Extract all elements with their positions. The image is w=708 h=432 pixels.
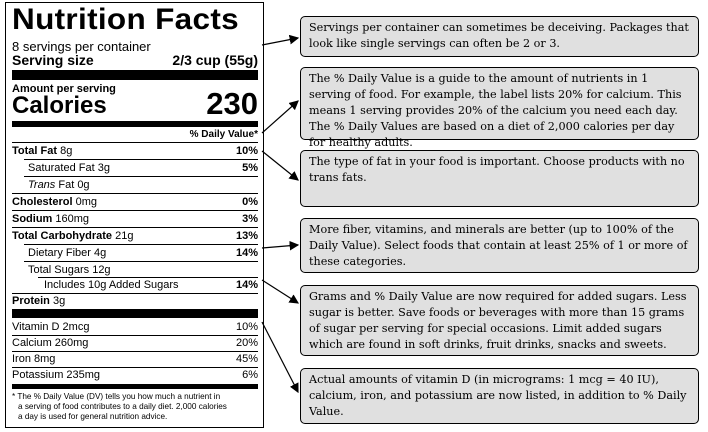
row-saturated-fat: Saturated Fat 3g 5% (12, 160, 258, 176)
callout-servings: Servings per container can sometimes be … (300, 16, 699, 57)
daily-value: 13% (235, 230, 258, 242)
nutrient-name: Total Fat (12, 145, 58, 157)
divider (12, 293, 258, 294)
nutrient-name: Iron 8mg (12, 353, 56, 365)
row-vitamin-d: Vitamin D 2mcg 10% (12, 319, 258, 335)
daily-value: 5% (242, 162, 258, 174)
divider (12, 193, 258, 194)
medium-divider (12, 121, 258, 127)
daily-value: 14% (235, 247, 258, 259)
divider (38, 277, 258, 278)
daily-value: 6% (242, 369, 258, 381)
nutrient-amount: 160mg (55, 213, 90, 225)
daily-value: 0% (242, 196, 258, 208)
arrow-vitamins-minerals (261, 321, 299, 394)
medium-divider (12, 384, 258, 389)
callout-added-sugars: Grams and % Daily Value are now required… (300, 285, 699, 356)
arrow-fiber (261, 240, 300, 251)
callout-fiber-vitamins: More fiber, vitamins, and minerals are b… (300, 218, 699, 273)
callout-daily-value: The % Daily Value is a guide to the amou… (300, 67, 699, 149)
divider (12, 142, 258, 143)
calories-value: 230 (206, 86, 258, 121)
row-total-carbohydrate: Total Carbohydrate 21g 13% (12, 228, 258, 244)
footnote-line-1: * The % Daily Value (DV) tells you how m… (12, 392, 221, 401)
divider (12, 227, 258, 228)
nutrient-name: Protein (12, 295, 50, 307)
nutrient-name: Saturated Fat 3g (28, 162, 110, 174)
divider (24, 261, 258, 262)
serving-size-value: 2/3 cup (55g) (172, 52, 258, 68)
serving-size-label: Serving size (12, 52, 94, 68)
arrow-servings (261, 34, 300, 46)
row-iron: Iron 8mg 45% (12, 351, 258, 367)
row-trans-fat: Trans Fat 0g (12, 177, 258, 193)
label-title: Nutrition Facts (12, 3, 239, 36)
nutrient-amount: 8g (60, 145, 73, 157)
daily-value: 10% (235, 321, 258, 333)
arrow-added-sugars (261, 279, 300, 304)
nutrient-name: Cholesterol (12, 196, 73, 208)
row-total-sugars: Total Sugars 12g (12, 262, 258, 278)
daily-value: 3% (242, 213, 258, 225)
row-sodium: Sodium 160mg 3% (12, 211, 258, 227)
nutrient-name: Includes 10g Added Sugars (44, 279, 179, 291)
divider (12, 367, 258, 368)
nutrient-name: Total Sugars 12g (28, 264, 111, 276)
daily-value: 20% (235, 337, 258, 349)
thick-divider (12, 70, 258, 80)
nutrient-name: Total Carbohydrate (12, 230, 113, 242)
nutrient-amount: 0mg (75, 196, 97, 208)
nutrient-amount: 21g (115, 230, 134, 242)
nutrient-name: Sodium (12, 213, 53, 225)
callout-vitamins-minerals: Actual amounts of vitamin D (in microgra… (300, 368, 699, 424)
daily-value: 14% (235, 279, 258, 291)
arrow-fat-type (261, 150, 299, 181)
divider (12, 351, 258, 352)
nutrient-name: Potassium 235mg (12, 369, 101, 381)
row-cholesterol: Cholesterol 0mg 0% (12, 194, 258, 210)
daily-value-header: % Daily Value* (189, 129, 258, 140)
nutrient-amount: 3g (52, 295, 66, 307)
arrow-daily-value (261, 100, 299, 134)
amount-per-serving: Amount per serving (12, 83, 116, 95)
nutrient-name: Vitamin D 2mcg (12, 321, 90, 333)
divider (24, 176, 258, 177)
nutrition-facts-label: Nutrition Facts 8 servings per container… (5, 2, 264, 428)
nutrient-name: Dietary Fiber 4g (28, 247, 107, 259)
calories-label: Calories (12, 92, 107, 119)
divider (24, 244, 258, 245)
divider (12, 335, 258, 336)
nutrient-name-italic: Trans (28, 179, 56, 191)
footnote-line-3: a day is used for general nutrition advi… (18, 412, 168, 421)
callout-fat-type: The type of fat in your food is importan… (300, 150, 699, 207)
row-potassium: Potassium 235mg 6% (12, 367, 258, 383)
nutrient-name-rest: Fat 0g (55, 179, 90, 191)
daily-value: 10% (235, 145, 258, 157)
row-dietary-fiber: Dietary Fiber 4g 14% (12, 245, 258, 261)
nutrient-name: Calcium 260mg (12, 337, 89, 349)
servings-per-container: 8 servings per container (12, 39, 151, 54)
thick-divider (12, 309, 258, 318)
row-calcium: Calcium 260mg 20% (12, 335, 258, 351)
row-protein: Protein 3g (12, 293, 258, 309)
divider (12, 210, 258, 211)
daily-value: 45% (235, 353, 258, 365)
row-total-fat: Total Fat 8g 10% (12, 143, 258, 159)
divider (24, 159, 258, 160)
row-added-sugars: Includes 10g Added Sugars 14% (12, 277, 258, 293)
footnote-line-2: a serving of food contributes to a daily… (18, 402, 227, 411)
